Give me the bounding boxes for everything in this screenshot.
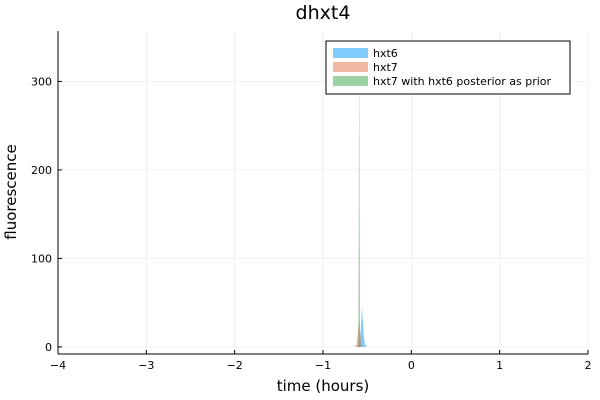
series-area-3 bbox=[358, 32, 361, 347]
x-tick-label: −1 bbox=[315, 359, 331, 372]
x-tick-label: −4 bbox=[50, 359, 66, 372]
y-tick-label: 300 bbox=[31, 75, 52, 88]
x-tick-label: −2 bbox=[227, 359, 243, 372]
legend-swatch-2 bbox=[333, 62, 368, 72]
x-tick-label: 0 bbox=[408, 359, 415, 372]
legend-label-3: hxt7 with hxt6 posterior as prior bbox=[373, 75, 552, 88]
x-tick-label: 1 bbox=[496, 359, 503, 372]
y-axis-label: fluorescence bbox=[2, 144, 20, 239]
legend-swatch-1 bbox=[333, 48, 368, 58]
y-tick-label: 100 bbox=[31, 252, 52, 265]
series-layer bbox=[354, 32, 368, 347]
legend-label-2: hxt7 bbox=[373, 61, 398, 74]
legend-label-1: hxt6 bbox=[373, 47, 398, 60]
y-ticks: 0 100 200 300 bbox=[31, 75, 62, 354]
chart-title: dhxt4 bbox=[296, 2, 351, 24]
legend-swatch-3 bbox=[333, 76, 368, 86]
y-tick-label: 200 bbox=[31, 164, 52, 177]
x-axis-label: time (hours) bbox=[277, 377, 370, 395]
x-tick-label: −3 bbox=[138, 359, 154, 372]
x-tick-label: 2 bbox=[585, 359, 592, 372]
x-ticks: −4 −3 −2 −1 0 1 2 bbox=[50, 350, 592, 372]
y-tick-label: 0 bbox=[45, 341, 52, 354]
series-area-1 bbox=[356, 307, 368, 347]
